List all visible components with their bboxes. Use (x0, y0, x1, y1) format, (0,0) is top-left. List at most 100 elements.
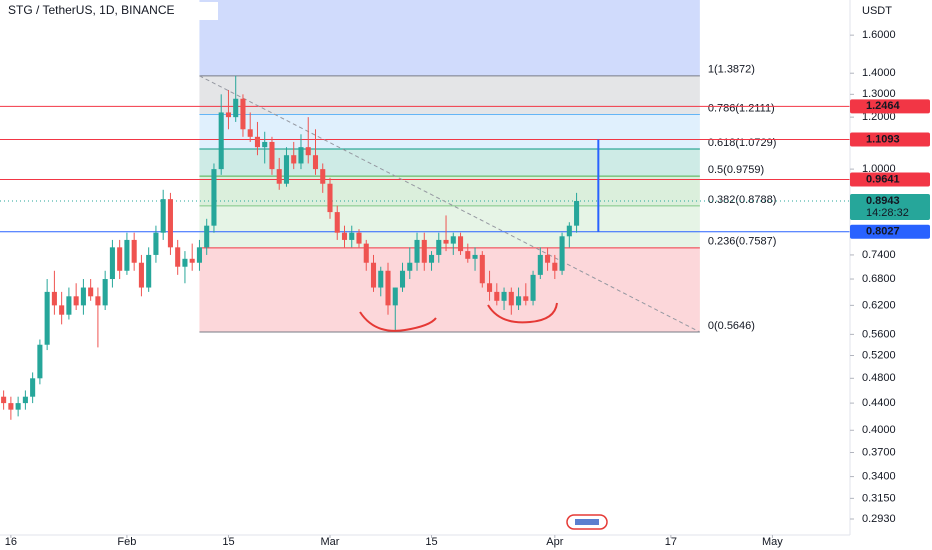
y-tick-label: 0.4400 (862, 397, 896, 409)
x-tick-label: Apr (546, 536, 563, 548)
candle-body (428, 254, 435, 263)
candle-body (305, 147, 311, 156)
fib-zone (199, 176, 700, 206)
candle-body (385, 270, 391, 306)
x-tick-label: May (762, 536, 783, 548)
candle-body (22, 396, 28, 404)
candle-body (334, 212, 340, 233)
candle-body (167, 199, 173, 248)
candle-body (131, 239, 137, 263)
x-tick-label: 17 (665, 536, 677, 548)
candle-body (407, 262, 413, 271)
fib-zone (199, 247, 700, 333)
fib-label: 1(1.3872) (708, 64, 755, 76)
plot: 1(1.3872) 0.786(1.2111) 0.618(1.0729) 0.5(0… (0, 0, 850, 420)
candle-body (356, 232, 362, 244)
candle-body (8, 403, 14, 410)
trend-line (199, 75, 701, 333)
candle-body (247, 129, 253, 137)
candle-body (66, 296, 72, 315)
candle-body (44, 291, 50, 345)
candle-body (436, 239, 442, 255)
last-price-tag (850, 193, 930, 220)
fib-label: 0.786(1.2111) (708, 102, 775, 114)
candle-body (363, 243, 369, 263)
candle-body (327, 183, 333, 213)
candle-body (109, 247, 115, 280)
candle-body (240, 98, 246, 130)
candle-body (175, 247, 181, 267)
price-tag-label: 0.9641 (866, 173, 900, 185)
cup-drawing (359, 311, 437, 332)
candle-body (559, 236, 565, 271)
price-tag-label: 1.2464 (866, 100, 901, 112)
candle-body (30, 378, 36, 397)
candle-body (59, 305, 65, 315)
cup-drawing (487, 302, 558, 324)
candle-body (566, 225, 572, 237)
x-tick-label: 15 (222, 536, 234, 548)
candle-body (269, 141, 275, 170)
candle-body (1, 396, 7, 404)
y-tick-label: 0.5200 (862, 349, 896, 361)
candle-body (378, 270, 384, 288)
candle-body (320, 169, 326, 184)
candle-body (37, 344, 43, 379)
candle-body (102, 279, 108, 306)
fib-label: 0.236(0.7587) (708, 236, 777, 248)
candle-body (291, 155, 297, 164)
fib-zone (199, 0, 700, 76)
fib-label: 0(0.5646) (708, 320, 755, 332)
price-tag-label: 1.1093 (866, 133, 900, 145)
y-tick-label: 0.4000 (862, 424, 896, 436)
flag-icon (566, 514, 608, 530)
y-tick-label: 1.2000 (862, 111, 896, 123)
candle-body (146, 254, 152, 288)
candle-body (153, 232, 159, 255)
fib-zone (199, 149, 700, 177)
candle-body (182, 258, 188, 267)
candle-body (73, 296, 79, 306)
candle-body (414, 239, 420, 263)
candle-body (472, 254, 478, 259)
price-tag (850, 172, 930, 187)
price-tag-label: 0.8027 (866, 226, 900, 238)
candle-body (545, 254, 551, 263)
y-tick-label: 0.3150 (862, 492, 896, 504)
candle-body (276, 169, 282, 184)
candle-body (516, 296, 522, 306)
fib-zone (199, 114, 700, 150)
candle-body (189, 258, 195, 263)
y-tick-label: 0.2930 (862, 513, 896, 525)
axis-unit: USDT (862, 5, 892, 17)
candle-body (523, 296, 529, 301)
candle-body (370, 262, 377, 288)
fib-zone (199, 75, 700, 115)
candle-body (233, 98, 239, 118)
candle-body (537, 254, 543, 275)
candle-body (530, 274, 536, 301)
y-tick-label: 0.6200 (862, 299, 896, 311)
candle-body (349, 232, 355, 240)
candle-body (421, 239, 427, 263)
candle-body (138, 262, 144, 288)
candle-body (443, 239, 449, 244)
candle-body (204, 225, 210, 248)
candle-body (196, 247, 202, 263)
candle-body (51, 291, 57, 306)
y-tick-label: 1.0000 (862, 163, 896, 175)
x-tick-label: 15 (425, 536, 437, 548)
candle-body (211, 169, 217, 226)
fib-label: 0.382(0.8788) (708, 194, 777, 206)
price-tag (850, 132, 930, 147)
candle-body (508, 291, 514, 306)
y-tick-label: 0.5600 (862, 328, 896, 340)
y-tick-label: 0.4800 (862, 372, 896, 384)
candle-body (15, 403, 21, 410)
candle-body (298, 147, 304, 164)
candle-body (465, 251, 471, 259)
x-tick-label: 16 (5, 536, 17, 548)
y-tick-label: 0.7400 (862, 249, 896, 261)
